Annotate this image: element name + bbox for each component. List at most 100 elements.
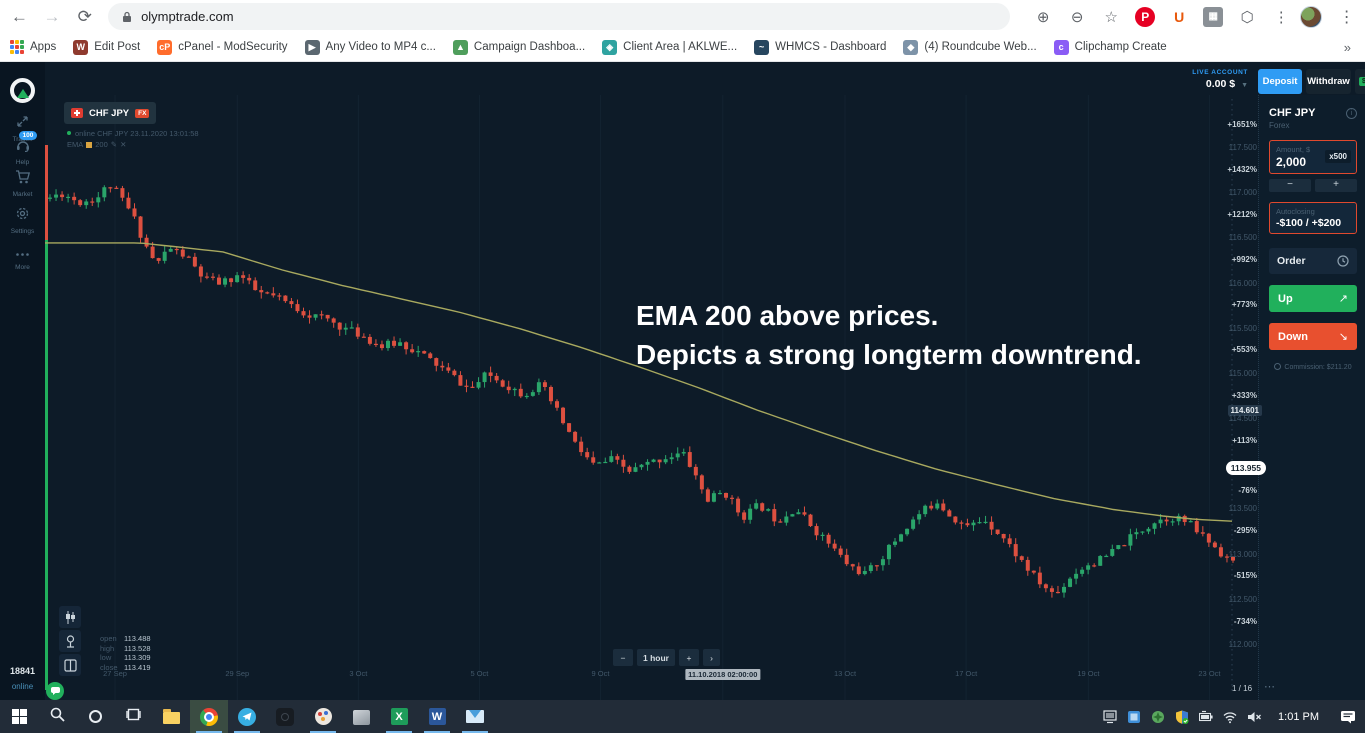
layout-button[interactable] xyxy=(59,654,81,676)
browser-avatar[interactable] xyxy=(1300,5,1323,28)
browser-menu-icon[interactable]: ⋮ xyxy=(1273,8,1289,26)
up-button[interactable]: Up ↗ xyxy=(1269,285,1357,312)
candle-body xyxy=(561,407,566,424)
autoclosing-field[interactable]: Autoclosing -$100 / +$200 xyxy=(1269,202,1357,234)
action-center-button[interactable] xyxy=(1331,710,1365,724)
bookmark-4-roundcube-web[interactable]: ◆ (4) Roundcube Web... xyxy=(903,39,1037,55)
forward-icon[interactable]: → xyxy=(43,6,61,26)
chart-pager-menu-icon[interactable]: ⋯ xyxy=(1264,681,1275,693)
browser-menu-icon[interactable]: ⋮ xyxy=(1338,8,1355,26)
tray-defender-icon[interactable] xyxy=(1170,710,1194,724)
taskbar-app-mail[interactable] xyxy=(456,700,494,733)
account-selector[interactable]: LIVE ACCOUNT 0.00 $ ▼ xyxy=(1192,69,1248,90)
taskbar-app-telegram[interactable] xyxy=(228,700,266,733)
sidebar-item-help[interactable]: 100 Help xyxy=(0,131,45,166)
timeframe-increase-button[interactable]: + xyxy=(679,649,699,666)
candle-body xyxy=(108,187,113,189)
amount-decrease-button[interactable]: − xyxy=(1269,179,1311,192)
commission-note: Commission: $211.20 xyxy=(1269,363,1357,371)
x-axis-label: 13 Oct xyxy=(833,669,857,678)
taskbar-app-word[interactable]: W xyxy=(418,700,456,733)
taskbar-app-camera-app[interactable] xyxy=(266,700,304,733)
timeframe-value[interactable]: 1 hour xyxy=(637,649,675,666)
pinterest-extension-icon[interactable]: P xyxy=(1132,4,1158,30)
taskbar-app-excel[interactable]: X xyxy=(380,700,418,733)
zoom-out-icon[interactable]: ⊖ xyxy=(1070,8,1084,26)
bookmark-clipchamp-create[interactable]: c Clipchamp Create xyxy=(1053,39,1167,55)
y-axis-label: +1651% xyxy=(1227,119,1257,129)
order-button[interactable]: Order xyxy=(1269,248,1357,274)
address-bar[interactable]: olymptrade.com xyxy=(108,3,1011,30)
amount-increase-button[interactable]: + xyxy=(1315,179,1357,192)
bookmark-star-icon[interactable]: ☆ xyxy=(1104,8,1118,26)
bookmark-campaign-dashboa[interactable]: ▲ Campaign Dashboa... xyxy=(452,39,585,55)
search-button[interactable] xyxy=(38,700,76,733)
cortana-button[interactable] xyxy=(76,700,114,733)
sidebar-item-settings[interactable]: Settings xyxy=(0,206,45,235)
candle-body xyxy=(1080,569,1085,574)
multiplier-badge[interactable]: x500 xyxy=(1325,150,1351,163)
candle-body xyxy=(832,543,837,549)
tray-volume-muted-icon[interactable] xyxy=(1242,710,1266,724)
task-view-button[interactable] xyxy=(114,700,152,733)
deposit-button[interactable]: Deposit xyxy=(1258,69,1302,94)
tray-remote-desktop-icon[interactable] xyxy=(1098,709,1122,724)
tray-blue-app-icon[interactable] xyxy=(1122,710,1146,724)
taskbar-clock[interactable]: 1:01 PM xyxy=(1278,710,1319,723)
tray-wifi-icon[interactable] xyxy=(1218,710,1242,724)
autoclosing-value[interactable]: -$100 / +$200 xyxy=(1276,217,1342,229)
candle-body xyxy=(1206,533,1211,543)
balance-value: 0.00 $ xyxy=(1205,78,1236,90)
sidebar-item-more[interactable]: More xyxy=(0,244,45,271)
amount-field[interactable]: Amount, $ 2,000 x500 xyxy=(1269,140,1357,174)
candle-body xyxy=(204,276,209,278)
reload-icon[interactable]: ⟳ xyxy=(77,6,92,26)
taskbar-app-gray-app[interactable] xyxy=(342,700,380,733)
down-button[interactable]: Down ↘ xyxy=(1269,323,1357,350)
bookmark-apps[interactable]: Apps xyxy=(10,40,56,54)
y-axis-label: 114.500 xyxy=(1228,414,1257,424)
start-button[interactable] xyxy=(0,700,38,733)
chart-type-button[interactable] xyxy=(59,606,81,628)
tray-green-app-icon[interactable] xyxy=(1146,710,1170,724)
pair-tab[interactable]: CHF JPY FX xyxy=(64,102,157,124)
drawing-tools-button[interactable] xyxy=(59,630,81,652)
edit-indicator-icon[interactable]: ✎ xyxy=(110,140,118,149)
timeframe-decrease-button[interactable]: − xyxy=(613,649,633,666)
sidebar-item-market[interactable]: Market xyxy=(0,170,45,198)
scroll-to-now-button[interactable]: › xyxy=(703,649,720,666)
chart-status-line: online CHF JPY 23.11.2020 13:01:58 xyxy=(67,129,199,138)
ubersuggest-extension-icon[interactable]: U xyxy=(1166,4,1192,30)
info-icon[interactable]: i xyxy=(1346,107,1357,119)
excel-icon: X xyxy=(390,708,408,725)
back-icon[interactable]: ← xyxy=(10,6,28,26)
olymptrade-logo-icon[interactable] xyxy=(10,78,35,103)
bookmark-any-video-to-mp4-c[interactable]: ▶ Any Video to MP4 c... xyxy=(304,39,436,55)
bookmark-client-area-aklwe[interactable]: ◈ Client Area | AKLWE... xyxy=(602,39,737,55)
taskbar-app-chrome[interactable] xyxy=(190,700,228,733)
ohlc-readout: open 113.488 high 113.528 low 113.309 close… xyxy=(100,634,151,672)
candle-body xyxy=(633,467,638,472)
candle-body xyxy=(555,401,559,408)
basket-extension-icon[interactable]: ▦ xyxy=(1200,4,1226,30)
support-chat-button[interactable] xyxy=(46,682,64,700)
remove-indicator-icon[interactable]: ✕ xyxy=(120,140,127,149)
tray-battery-icon[interactable] xyxy=(1194,710,1218,724)
withdraw-button[interactable]: Withdraw xyxy=(1306,69,1351,94)
candle-body xyxy=(579,441,584,453)
bookmark-cpanel-modsecurity[interactable]: cP cPanel - ModSecurity xyxy=(157,39,288,55)
bookmarks-overflow-icon[interactable]: » xyxy=(1343,39,1351,55)
taskbar-app-file-explorer[interactable] xyxy=(152,700,190,733)
trades-icon xyxy=(15,114,30,129)
candle-body xyxy=(144,237,149,247)
fx-badge: FX xyxy=(135,108,150,118)
bookmark-whmcs-dashboard[interactable]: ~ WHMCS - Dashboard xyxy=(754,39,886,55)
taskbar-app-paint[interactable] xyxy=(304,700,342,733)
gift-icon: $ xyxy=(1359,77,1365,86)
price-chart[interactable] xyxy=(45,95,1258,700)
gift-badge[interactable]: $1 xyxy=(1355,69,1365,94)
bookmark-edit-post[interactable]: W Edit Post xyxy=(73,39,140,55)
extensions-puzzle-icon[interactable]: ⬡ xyxy=(1240,8,1254,26)
zoom-in-icon[interactable]: ⊕ xyxy=(1036,8,1050,26)
amount-value[interactable]: 2,000 xyxy=(1276,155,1307,169)
